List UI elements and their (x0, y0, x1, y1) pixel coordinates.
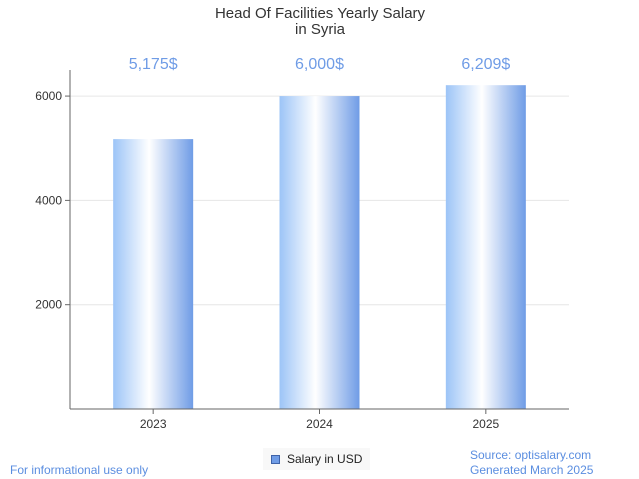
data-label-2023: 5,175$ (129, 56, 178, 73)
data-label-2025: 6,209$ (461, 56, 510, 73)
legend-swatch-icon (271, 454, 280, 464)
source-text: Source: optisalary.com (470, 448, 592, 462)
y-tick-label: 6000 (35, 89, 62, 103)
data-label-2024: 6,000$ (295, 56, 344, 73)
y-tick-label: 4000 (35, 193, 62, 207)
legend[interactable]: Salary in USD (263, 448, 371, 470)
y-axis-ticks: 2000 4000 6000 (35, 89, 70, 312)
x-axis-ticks: 2023 2024 2025 (140, 409, 500, 431)
chart-title-line-1: Head Of Facilities Yearly Salary (215, 5, 426, 22)
x-tick-label: 2023 (140, 417, 167, 431)
legend-label: Salary in USD (287, 452, 363, 466)
generated-text: Generated March 2025 (470, 463, 594, 477)
source-block: Source: optisalary.com Generated March 2… (470, 448, 593, 478)
bar-2025[interactable] (445, 85, 526, 410)
data-labels: 5,175$ 6,000$ 6,209$ (129, 56, 511, 73)
y-tick-label: 2000 (35, 298, 62, 312)
bars (113, 85, 526, 410)
bar-2023[interactable] (113, 139, 194, 409)
x-tick-label: 2024 (306, 417, 333, 431)
disclaimer-text: For informational use only (10, 463, 149, 477)
bar-2024[interactable] (279, 96, 360, 410)
chart-title-line-2: in Syria (295, 21, 346, 38)
x-tick-label: 2025 (472, 417, 499, 431)
